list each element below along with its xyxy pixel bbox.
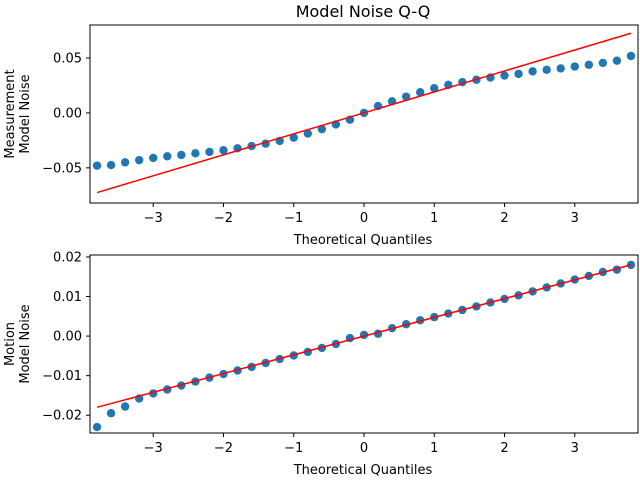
y-tick-label: 0.00 [53,330,82,345]
plot-frame [89,254,639,434]
data-point [612,56,622,65]
data-point [542,65,551,75]
y-axis-label: Measurement [3,69,18,158]
data-point [120,402,130,411]
data-point [149,153,158,163]
data-point [303,129,312,138]
data-point [289,133,298,142]
x-tick-label: 3 [571,211,579,226]
x-tick-label: −1 [284,211,303,226]
data-point [514,69,523,79]
data-point [570,62,579,71]
x-tick-label: 1 [430,441,438,456]
data-point [401,92,411,101]
y-axis-label: Model Noise [18,74,33,153]
reference-line [96,264,632,409]
data-point [416,88,425,97]
y-tick-label: −0.02 [42,409,82,424]
x-tick-label: 1 [430,211,438,226]
data-point [120,158,130,167]
data-point [92,422,102,432]
y-axis-label: Motion [3,322,18,366]
x-tick-label: −1 [284,441,303,456]
x-axis-label: Theoretical Quantiles [293,233,433,248]
data-point [317,124,327,134]
data-point [177,150,186,160]
y-tick-label: 0.00 [53,106,82,121]
y-tick-label: 0.01 [53,290,82,305]
data-point [92,161,102,170]
data-point [500,71,509,80]
data-point [163,152,172,161]
x-tick-label: 2 [500,211,508,226]
y-axis-label: Model Noise [18,304,33,383]
x-tick-label: 0 [360,211,368,226]
x-tick-label: −3 [144,441,163,456]
data-point [134,155,144,165]
x-tick-label: −3 [144,211,163,226]
y-tick-label: 0.05 [53,51,82,66]
data-point [626,51,636,61]
data-point [191,149,200,158]
x-axis-label: Theoretical Quantiles [293,463,433,478]
chart-title: Model Noise Q-Q [296,2,431,21]
data-point [430,83,439,93]
x-tick-label: 2 [500,441,508,456]
motion-qq-panel: −3 −2 −1 0 1 2 3 −0.02 −0.01 0.00 0.01 0.02 Theoreti… [3,250,639,478]
measurement-qq-panel: −3 −2 −1 0 1 2 3 −0.05 0.00 0.05 Theoretical Quant… [3,24,639,248]
y-tick-label: −0.05 [42,161,82,176]
reference-line [96,32,632,194]
data-point [528,67,537,76]
data-point [219,146,228,155]
data-point [556,64,565,73]
x-tick-label: −2 [214,211,233,226]
data-point [584,60,594,69]
x-tick-label: 3 [571,441,579,456]
y-tick-label: −0.01 [42,369,82,384]
data-point [106,160,116,170]
data-point [106,409,116,418]
y-tick-label: 0.02 [53,250,82,265]
data-point [598,58,608,68]
data-point [205,147,214,157]
x-tick-label: −2 [214,441,233,456]
x-tick-label: 0 [360,441,368,456]
